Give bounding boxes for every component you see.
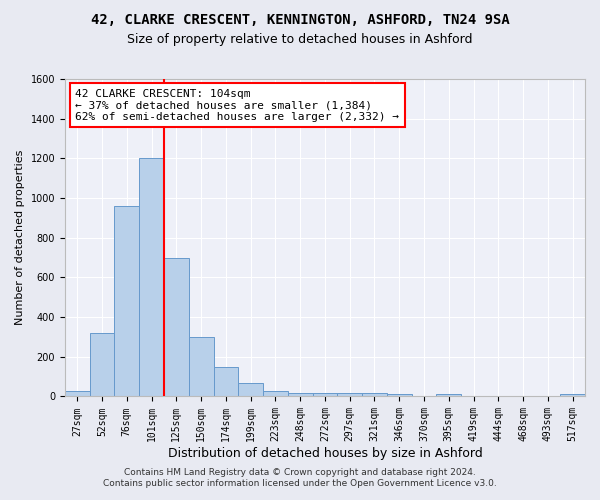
Bar	[436, 394, 461, 396]
Text: Contains HM Land Registry data © Crown copyright and database right 2024.
Contai: Contains HM Land Registry data © Crown c…	[103, 468, 497, 487]
Text: 42 CLARKE CRESCENT: 104sqm
← 37% of detached houses are smaller (1,384)
62% of s: 42 CLARKE CRESCENT: 104sqm ← 37% of deta…	[76, 88, 400, 122]
Bar	[313, 394, 337, 396]
Bar	[89, 333, 115, 396]
Bar	[238, 382, 263, 396]
Bar	[214, 366, 238, 396]
Bar	[65, 390, 89, 396]
Bar	[189, 337, 214, 396]
Bar	[288, 392, 313, 396]
Bar	[560, 394, 585, 396]
Text: 42, CLARKE CRESCENT, KENNINGTON, ASHFORD, TN24 9SA: 42, CLARKE CRESCENT, KENNINGTON, ASHFORD…	[91, 12, 509, 26]
X-axis label: Distribution of detached houses by size in Ashford: Distribution of detached houses by size …	[167, 447, 482, 460]
Bar	[263, 390, 288, 396]
Bar	[164, 258, 189, 396]
Bar	[139, 158, 164, 396]
Bar	[362, 394, 387, 396]
Bar	[387, 394, 412, 396]
Bar	[115, 206, 139, 396]
Y-axis label: Number of detached properties: Number of detached properties	[15, 150, 25, 326]
Text: Size of property relative to detached houses in Ashford: Size of property relative to detached ho…	[127, 32, 473, 46]
Bar	[337, 394, 362, 396]
